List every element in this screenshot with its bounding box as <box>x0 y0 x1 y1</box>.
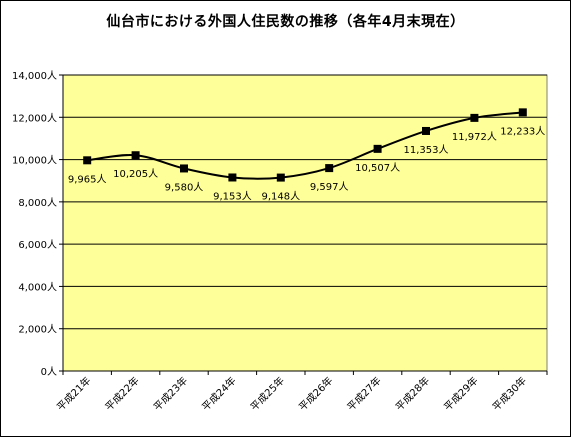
y-tick-label: 6,000人 <box>18 239 57 251</box>
data-point <box>325 164 334 173</box>
data-label: 9,153人 <box>213 190 252 202</box>
data-point <box>470 113 479 122</box>
data-label: 11,353人 <box>404 144 449 156</box>
plot-area <box>62 74 548 372</box>
y-tick-label: 10,000人 <box>12 155 57 167</box>
data-label: 9,965人 <box>68 173 107 185</box>
y-tick-label: 2,000人 <box>18 324 57 336</box>
series-line <box>87 111 523 180</box>
data-label: 10,205人 <box>113 168 158 180</box>
data-label: 9,580人 <box>165 181 204 193</box>
x-tick-label: 平成21年 <box>54 374 93 413</box>
x-tick-label: 平成22年 <box>102 374 141 413</box>
data-point <box>228 173 237 182</box>
x-tick-label: 平成30年 <box>490 374 529 413</box>
chart-title: 仙台市における外国人住民数の推移（各年4月末現在） <box>106 14 465 30</box>
x-tick-label: 平成29年 <box>441 374 480 413</box>
data-point <box>422 126 430 135</box>
data-point <box>276 173 285 182</box>
data-label: 10,507人 <box>355 162 400 174</box>
data-label: 11,972人 <box>452 131 497 143</box>
data-point <box>373 144 382 153</box>
data-point <box>83 156 92 165</box>
x-tick-label: 平成27年 <box>344 374 383 413</box>
x-tick-label: 平成28年 <box>393 374 432 413</box>
data-label: 12,233人 <box>500 125 545 137</box>
data-label: 9,597人 <box>310 181 349 193</box>
x-tick-label: 平成25年 <box>248 374 287 413</box>
x-tick-label: 平成23年 <box>151 374 190 413</box>
data-point <box>518 108 527 117</box>
y-tick-label: 4,000人 <box>18 281 57 293</box>
x-tick-label: 平成24年 <box>199 374 238 413</box>
y-tick-label: 12,000人 <box>12 112 57 124</box>
y-tick-label: 14,000人 <box>12 70 57 82</box>
data-label: 9,148人 <box>261 191 300 203</box>
y-tick-label: 8,000人 <box>18 197 57 209</box>
y-tick-label: 0人 <box>41 366 57 378</box>
data-point <box>131 151 140 160</box>
x-tick-label: 平成26年 <box>296 374 335 413</box>
data-point <box>180 164 188 173</box>
